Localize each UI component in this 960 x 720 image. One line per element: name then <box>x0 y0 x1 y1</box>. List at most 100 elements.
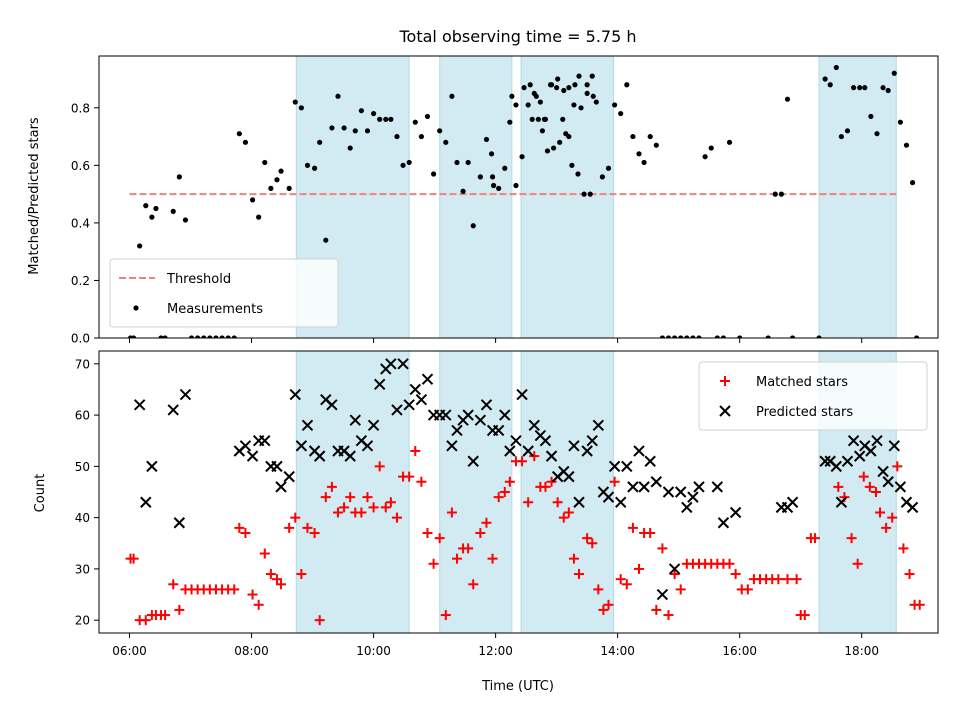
measurements-point <box>231 335 237 338</box>
measurements-point <box>460 188 466 194</box>
measurements-point <box>454 159 460 166</box>
predicted-stars-point <box>877 465 889 478</box>
measurements-point <box>370 110 377 117</box>
measurements-point <box>219 335 225 338</box>
matched-stars-point <box>603 599 614 610</box>
measurements-point <box>537 99 543 105</box>
measurements-point <box>311 165 318 171</box>
predicted-stars-point <box>568 440 580 452</box>
matched-stars-point <box>356 507 367 518</box>
matched-stars-point <box>791 574 802 585</box>
measurements-point <box>130 335 137 338</box>
measurements-point <box>584 90 590 97</box>
bottom-legend: Matched stars Predicted stars <box>698 361 928 431</box>
predicted-stars-point <box>295 440 308 452</box>
predicted-stars-point <box>451 424 463 437</box>
predicted-stars-point <box>179 388 192 401</box>
matched-stars-point <box>540 481 551 492</box>
predicted-stars-point <box>871 435 883 447</box>
measurements-point <box>857 85 863 91</box>
legend-predicted-stars-label: Predicted stars <box>756 405 853 420</box>
predicted-stars-point <box>830 460 843 473</box>
matched-stars-point <box>675 584 686 595</box>
matched-stars-point <box>499 487 510 497</box>
chart-title: Total observing time = 5.75 h <box>398 27 636 46</box>
predicted-stars-point <box>633 445 645 457</box>
predicted-stars-point <box>504 445 516 457</box>
measurements-point <box>868 113 874 120</box>
predicted-stars-point <box>275 481 287 493</box>
measurements-point <box>541 116 548 122</box>
measurements-point <box>563 131 569 137</box>
predicted-stars-point <box>516 388 528 401</box>
matched-stars-point <box>892 461 903 472</box>
top-y-tick-label: 0.0 <box>71 332 90 346</box>
measurements-point <box>647 133 653 140</box>
measurements-point <box>465 159 471 166</box>
x-tick-label: 06:00 <box>112 644 147 658</box>
matched-stars-point <box>846 533 857 544</box>
matched-stars-point <box>858 471 869 482</box>
matched-stars-point <box>265 569 276 580</box>
measurements-point <box>914 335 920 338</box>
measurements-point <box>418 133 424 140</box>
matched-stars-point <box>634 563 645 574</box>
matched-stars-point <box>523 497 534 508</box>
matched-stars-point <box>229 584 240 595</box>
measurements-point <box>201 335 207 338</box>
measurements-point <box>137 243 143 249</box>
predicted-stars-point <box>146 460 158 473</box>
measurements-point <box>188 335 195 338</box>
measurements-point <box>268 185 274 191</box>
x-tick-label: 10:00 <box>356 644 391 658</box>
matched-stars-point <box>296 569 307 580</box>
matched-stars-point <box>493 492 504 503</box>
matched-stars-point <box>284 522 295 533</box>
measurements-point <box>496 185 502 191</box>
matched-stars-point <box>568 553 579 564</box>
top-plot-area <box>127 56 920 338</box>
predicted-stars-point <box>853 450 866 462</box>
measurements-point <box>678 335 684 338</box>
predicted-stars-point <box>167 404 179 416</box>
matched-stars-point <box>558 512 569 523</box>
measurements-point <box>443 139 449 145</box>
matched-stars-point <box>440 610 451 621</box>
bottom-y-tick-label: 50 <box>75 460 90 474</box>
measurements-point <box>772 191 778 197</box>
matched-stars-point <box>645 528 656 539</box>
predicted-stars-point <box>239 440 252 452</box>
predicted-stars-point <box>140 496 152 508</box>
matched-stars-point <box>309 528 320 539</box>
measurements-point <box>286 185 292 191</box>
predicted-stars-point <box>403 399 415 411</box>
measurements-point <box>539 128 545 134</box>
measurements-point <box>665 335 672 338</box>
legend-threshold-label: Threshold <box>166 272 231 287</box>
measurements-point <box>143 203 149 209</box>
measurements-point <box>249 197 256 203</box>
predicted-stars-point <box>283 470 295 483</box>
measurements-point <box>833 64 839 71</box>
predicted-stars-point <box>246 450 259 462</box>
matched-stars-point <box>904 569 915 580</box>
measurements-point <box>885 87 891 94</box>
measurements-point <box>909 180 916 186</box>
measurements-point <box>274 177 280 183</box>
legend-measurements-swatch <box>133 305 139 311</box>
measurements-point <box>449 93 455 99</box>
measurements-point <box>533 93 539 99</box>
measurements-point <box>593 99 599 105</box>
measurements-point <box>509 93 515 99</box>
measurements-point <box>612 102 618 108</box>
matched-stars-point <box>627 522 638 533</box>
matched-stars-point <box>563 507 574 518</box>
measurements-point <box>358 108 364 114</box>
bottom-shaded-interval <box>520 351 615 633</box>
matched-stars-point <box>852 558 863 569</box>
matched-stars-point <box>574 569 585 580</box>
matched-stars-point <box>724 558 735 569</box>
measurements-point <box>502 165 508 171</box>
measurements-point <box>513 102 519 108</box>
